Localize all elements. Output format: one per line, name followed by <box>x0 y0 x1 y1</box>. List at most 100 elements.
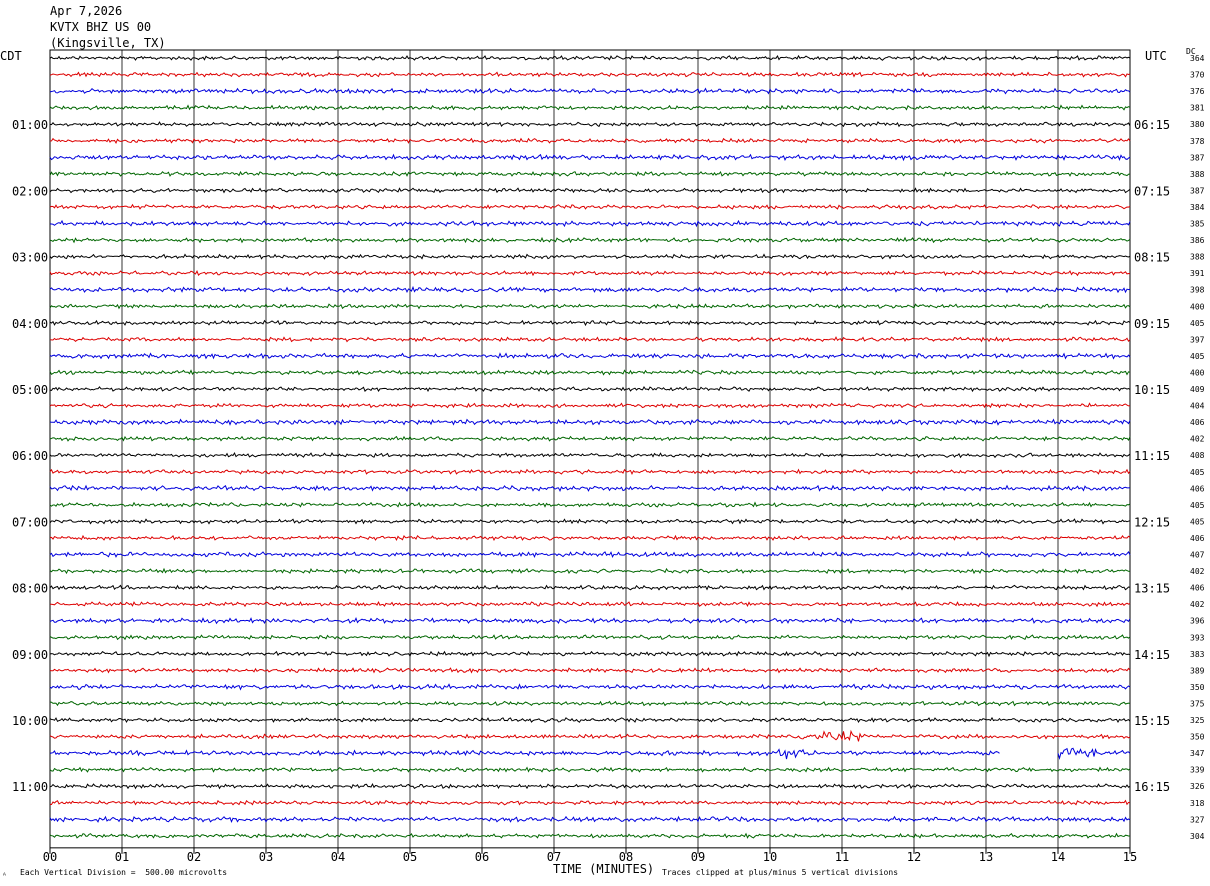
dc-offset-label: 350 <box>1190 683 1205 692</box>
utc-hour-label: 06:15 <box>1134 118 1170 132</box>
x-tick-label: 03 <box>259 850 273 864</box>
utc-hour-label: 14:15 <box>1134 648 1170 662</box>
cdt-hour-label: 10:00 <box>12 714 48 728</box>
x-tick-label: 11 <box>835 850 849 864</box>
trace-line <box>50 600 1131 608</box>
x-tick-label: 12 <box>907 850 921 864</box>
trace-line <box>49 815 1131 824</box>
trace-line <box>49 402 1131 409</box>
trace-line <box>49 87 1131 95</box>
x-tick-label: 14 <box>1051 850 1065 864</box>
trace-line <box>49 336 1131 343</box>
cdt-hour-label: 05:00 <box>12 383 48 397</box>
dc-offset-label: 350 <box>1190 733 1205 742</box>
trace-line <box>49 319 1131 327</box>
dc-offset-label: 339 <box>1190 766 1205 775</box>
utc-hour-label: 12:15 <box>1134 515 1170 529</box>
corner-mark: ᴬ <box>2 871 7 880</box>
trace-line <box>49 518 1131 525</box>
dc-offset-label: 387 <box>1190 186 1205 195</box>
cdt-hour-label: 03:00 <box>12 251 48 265</box>
utc-hour-label: 16:15 <box>1134 780 1170 794</box>
x-tick-label: 00 <box>43 850 57 864</box>
trace-line <box>49 716 1131 724</box>
trace-line <box>49 667 1131 674</box>
trace-line <box>49 187 1131 194</box>
trace-line <box>49 782 1131 790</box>
trace-line <box>49 253 1131 260</box>
dc-offset-label: 393 <box>1190 633 1205 642</box>
trace-line <box>49 303 1131 310</box>
utc-hour-label: 07:15 <box>1134 184 1170 198</box>
trace-line <box>49 71 1131 78</box>
cdt-hour-label: 08:00 <box>12 582 48 596</box>
dc-offset-label: 405 <box>1190 501 1205 510</box>
cdt-hour-label: 09:00 <box>12 648 48 662</box>
dc-offset-label: 364 <box>1190 54 1205 63</box>
utc-label: UTC <box>1145 49 1167 63</box>
dc-label: DC <box>1186 47 1196 56</box>
cdt-label: CDT <box>0 49 22 63</box>
x-tick-label: 05 <box>403 850 417 864</box>
plot-frame <box>49 49 1131 849</box>
dc-offset-label: 405 <box>1190 319 1205 328</box>
clip-note: Traces clipped at plus/minus 5 vertical … <box>662 868 899 877</box>
trace-line <box>49 683 1131 691</box>
dc-offset-label: 408 <box>1190 451 1205 460</box>
trace-line <box>49 386 1131 393</box>
trace-line <box>49 484 1131 493</box>
dc-offset-label: 402 <box>1190 435 1205 444</box>
dc-offset-label: 318 <box>1190 799 1205 808</box>
header-date: Apr 7,2026 <box>50 4 123 18</box>
dc-offset-label: 405 <box>1190 517 1205 526</box>
cdt-hour-label: 06:00 <box>12 449 48 463</box>
dc-offset-label: 405 <box>1190 352 1205 361</box>
scale-note: Each Vertical Division = 500.00 microvol… <box>20 868 228 877</box>
trace-line <box>49 153 1131 162</box>
x-tick-label: 10 <box>763 850 777 864</box>
dc-offset-label: 325 <box>1190 716 1205 725</box>
trace-line <box>49 616 1131 625</box>
trace-line <box>49 452 1131 459</box>
dc-offset-label: 402 <box>1190 600 1205 609</box>
x-tick-label: 04 <box>331 850 345 864</box>
x-tick-label: 09 <box>691 850 705 864</box>
trace-line <box>49 468 1131 475</box>
trace-line <box>49 270 1131 277</box>
dc-offset-label: 376 <box>1190 87 1205 96</box>
trace-line <box>49 236 1131 244</box>
dc-offset-label: 385 <box>1190 220 1205 229</box>
trace-line <box>49 501 1131 508</box>
trace-line <box>49 219 1131 228</box>
trace-line <box>49 534 1131 542</box>
utc-hour-label: 15:15 <box>1134 714 1170 728</box>
dc-offset-label: 406 <box>1190 584 1205 593</box>
trace-line <box>49 285 1131 294</box>
utc-hour-label: 10:15 <box>1134 383 1170 397</box>
x-tick-label: 08 <box>619 850 633 864</box>
x-tick-label: 07 <box>547 850 561 864</box>
header-location: (Kingsville, TX) <box>50 36 166 50</box>
dc-offset-label: 398 <box>1190 286 1205 295</box>
dc-offset-label: 326 <box>1190 782 1205 791</box>
trace-line <box>49 137 1131 144</box>
trace-line <box>49 104 1131 111</box>
x-axis-label: TIME (MINUTES) <box>553 862 655 876</box>
trace-line <box>49 418 1131 426</box>
cdt-hour-label: 02:00 <box>12 184 48 198</box>
trace-line <box>49 567 1131 575</box>
dc-offset-label: 406 <box>1190 484 1205 493</box>
utc-hour-label: 08:15 <box>1134 251 1170 265</box>
dc-offset-label: 402 <box>1190 567 1205 576</box>
dc-offset-label: 375 <box>1190 699 1205 708</box>
dc-offset-label: 388 <box>1190 253 1205 262</box>
x-tick-label: 06 <box>475 850 489 864</box>
dc-offset-label: 405 <box>1190 468 1205 477</box>
trace-line <box>49 766 1131 773</box>
dc-offset-label: 387 <box>1190 153 1205 162</box>
utc-hour-label: 09:15 <box>1134 317 1170 331</box>
trace-line <box>49 170 1131 177</box>
x-tick-label: 02 <box>187 850 201 864</box>
dc-offset-label: 397 <box>1190 335 1205 344</box>
